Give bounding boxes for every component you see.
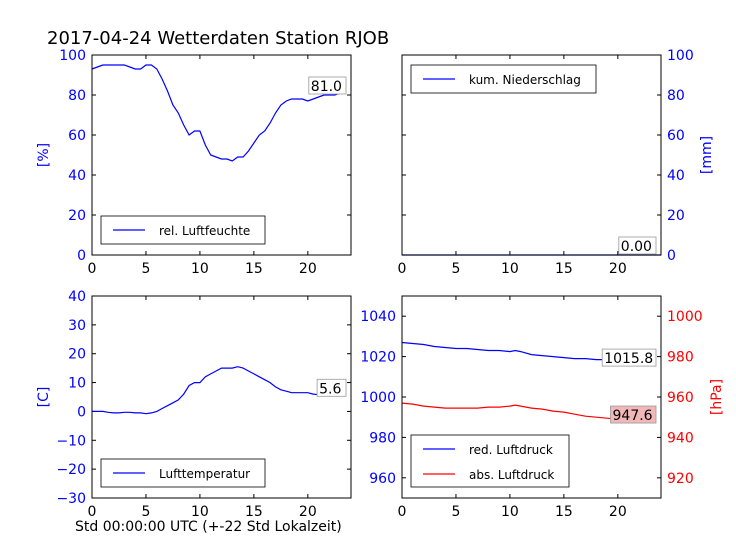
y-tick-label: 30 [68, 318, 86, 334]
y-tick-label: −10 [56, 433, 86, 449]
y-tick-label-right: 0 [667, 248, 676, 264]
x-axis-caption: Std 00:00:00 UTC (+-22 Std Lokalzeit) [75, 519, 342, 535]
x-tick-label: 15 [245, 261, 263, 277]
page-title: 2017-04-24 Wetterdaten Station RJOB [47, 28, 389, 49]
y-tick-label: 1020 [360, 350, 396, 366]
value-label-box [316, 378, 347, 397]
value-label-box [601, 348, 657, 367]
series-line-lufttemperatur [92, 366, 346, 415]
value-label: 0.00 [621, 239, 652, 255]
humidity-chart: 0 5 10 15 20 0 20 40 60 80 100 [%] 81.0 rel. Luftfeuc… [36, 48, 352, 277]
y-tick-label-right: 920 [667, 471, 694, 487]
x-tick-label: 10 [501, 261, 519, 277]
legend-box [410, 434, 570, 488]
y-tick-label: 20 [68, 347, 86, 363]
legend-label: rel. Luftfeuchte [159, 224, 250, 238]
x-tick-label: 10 [191, 504, 209, 520]
y-tick-label: 40 [68, 289, 86, 305]
x-tick-label: 0 [398, 504, 407, 520]
y-tick-label-right: 1000 [667, 309, 703, 325]
y-tick-label-right: 980 [667, 350, 694, 366]
y-tick-label: 10 [68, 376, 86, 392]
pressure-chart: 0 5 10 15 20 960 980 1000 1020 1040 920 940 960 980 10… [360, 295, 725, 520]
y-tick-label: 960 [369, 471, 396, 487]
y-tick-label-right: 80 [667, 88, 685, 104]
value-label: 81.0 [311, 79, 342, 95]
y-tick-label: 1040 [360, 309, 396, 325]
plot-frame [401, 54, 662, 256]
x-tick-label: 15 [555, 504, 573, 520]
legend-label: Lufttemperatur [159, 467, 250, 481]
y-axis-label: [C] [36, 387, 52, 408]
x-tick-label: 5 [451, 504, 460, 520]
y-tick-label: −20 [56, 462, 86, 478]
legend-label: abs. Luftdruck [469, 468, 554, 482]
value-label-box [308, 76, 347, 95]
x-tick-label: 0 [88, 261, 97, 277]
y-tick-label-right: 20 [667, 208, 685, 224]
value-label: 947.6 [613, 408, 653, 424]
value-label-box [618, 236, 657, 255]
y-tick-label: 100 [59, 48, 86, 64]
x-tick-label: 20 [299, 261, 317, 277]
value-label: 5.6 [319, 381, 341, 397]
legend-label: kum. Niederschlag [469, 73, 581, 87]
y-tick-label: 0 [77, 248, 86, 264]
y-tick-label-right: 940 [667, 430, 694, 446]
y-axis-label: [%] [36, 143, 52, 167]
temperature-chart: 0 5 10 15 20 −30 −20 −10 0 10 20 30 40 [C] 5.6 Lufttemp… [36, 289, 352, 520]
y-tick-label: −30 [56, 491, 86, 507]
y-tick-label-right: 100 [667, 48, 694, 64]
plot-frame [91, 295, 352, 499]
x-tick-label: 10 [501, 504, 519, 520]
y-axis-label-right: [hPa] [709, 379, 725, 415]
x-tick-label: 20 [609, 261, 627, 277]
y-tick-label-right: 960 [667, 390, 694, 406]
x-tick-label: 20 [609, 504, 627, 520]
x-tick-label: 10 [191, 261, 209, 277]
x-tick-label: 5 [141, 504, 150, 520]
x-tick-label: 5 [141, 261, 150, 277]
y-tick-label-right: 60 [667, 128, 685, 144]
legend-label: red. Luftdruck [469, 443, 553, 457]
x-tick-label: 0 [88, 504, 97, 520]
y-tick-label: 80 [68, 88, 86, 104]
x-tick-label: 20 [299, 504, 317, 520]
plot-frame [401, 295, 662, 499]
x-tick-label: 5 [451, 261, 460, 277]
y-tick-label: 20 [68, 208, 86, 224]
x-tick-label: 0 [398, 261, 407, 277]
value-label-box [610, 405, 657, 424]
y-tick-label: 980 [369, 430, 396, 446]
y-tick-label: 40 [68, 168, 86, 184]
y-tick-label: 1000 [360, 390, 396, 406]
y-tick-label: 60 [68, 128, 86, 144]
y-tick-label: 0 [77, 404, 86, 420]
precipitation-chart: 0 5 10 15 20 0 20 40 60 80 100 [mm] 0.00 kum. Nieders… [398, 48, 715, 277]
series-line-rel-luftfeuchte [91, 64, 346, 162]
value-label: 1015.8 [604, 351, 653, 367]
y-axis-label: [mm] [699, 136, 715, 174]
plot-frame [91, 54, 352, 256]
x-tick-label: 15 [245, 504, 263, 520]
y-tick-label-right: 40 [667, 168, 685, 184]
x-tick-label: 15 [555, 261, 573, 277]
